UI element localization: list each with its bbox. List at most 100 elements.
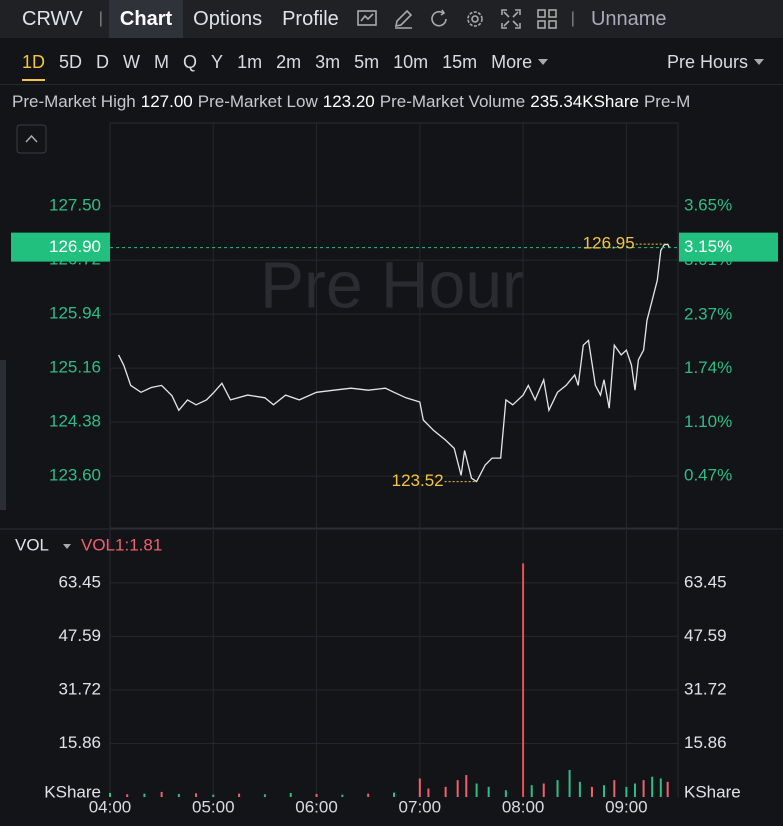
volume-bar [642,780,645,797]
collapse-icon [25,134,38,143]
volume-bar [625,786,628,797]
top-bar: CRWV | Chart Options Profile | Unname [0,0,783,38]
volume-bar [195,793,198,797]
volume-bar [238,793,241,797]
volume-bar [160,791,163,797]
volume-bar [109,792,111,797]
x-tick-label: 04:00 [89,797,132,816]
separator: | [98,10,103,27]
volume-bar [456,780,459,797]
volume-bar [177,793,180,797]
volume-bar [212,794,215,797]
last-price-box [11,232,110,262]
last-change-box [679,232,778,262]
period-button[interactable]: 1m [237,51,263,72]
volume-title: VOL [15,535,49,554]
period-button[interactable]: 2m [276,51,302,72]
user-name[interactable]: Unname [590,7,667,30]
period-button[interactable]: More [491,51,533,72]
period-button[interactable]: Y [211,51,224,72]
volume-bar [418,778,421,797]
volume-bar [633,783,636,797]
period-button[interactable]: Q [183,51,198,72]
volume-bar [522,563,525,797]
stat-value: 235.34KShare [530,92,639,111]
chart-icon[interactable] [356,8,378,30]
volume-bar [143,793,146,797]
period-button[interactable]: D [96,51,110,72]
separator: | [570,10,575,27]
arrow [754,59,764,65]
watermark: Pre Hour [260,247,524,321]
period-bar: 1D 5D D W M Q Y 1m 2m 3m 5m 10m 15m More Pre Hours [0,40,783,85]
collapse-button[interactable] [16,124,47,154]
volume-bar [465,775,468,797]
y-tick-label: 47.59 [58,626,101,645]
dropdown-arrow [63,544,71,549]
stat-label: Pre-Market High [12,92,136,111]
y-tick-label: 127.50 [49,196,101,215]
last-change-label: 3.15% [684,237,732,256]
price-line [118,243,670,483]
y-tick-label: 124.38 [49,412,101,431]
x-tick-label: 07:00 [399,797,442,816]
ticker: CRWV [22,7,83,30]
period-button[interactable]: 1D [22,52,46,81]
tab[interactable]: Profile [282,7,339,30]
volume-bar [542,783,545,797]
stat-label: Pre-Market Low [197,92,318,111]
y-tick-label: 123.60 [49,466,101,485]
side-handle[interactable] [0,360,6,510]
volume-bar [651,776,654,797]
volume-indicator: VOL1:1.81 [81,535,162,554]
session-select[interactable]: Pre Hours [667,51,749,72]
volume-bar [487,786,490,797]
volume-bar [289,792,292,797]
period-button[interactable]: 10m [393,51,429,72]
volume-bar [504,790,507,797]
stat-value: 127.00 [140,92,193,111]
period-button[interactable]: 15m [442,51,478,72]
y2-tick-label: 63.45 [684,572,727,591]
period-button[interactable]: M [154,51,170,72]
x-tick-label: 06:00 [295,797,338,816]
annotation-label: 123.52 [392,471,444,490]
volume-bar [444,786,447,797]
volume-bar [659,778,662,797]
volume-bar [475,783,478,797]
x-tick-label: 05:00 [192,797,235,816]
y2-tick-label: 15.86 [684,733,727,752]
y-tick-label: KShare [44,782,101,801]
last-price-label: 126.90 [49,237,101,256]
draw-icon[interactable] [392,8,414,30]
volume-bar [590,786,593,797]
layout-icon[interactable] [536,8,558,30]
volume-bar [602,785,605,797]
fullscreen-icon[interactable] [500,8,522,30]
y2-tick-label: 31.72 [684,679,727,698]
tab[interactable]: Chart [108,0,184,38]
y-tick-label: 125.16 [49,358,101,377]
volume-bar [315,793,318,797]
period-button[interactable]: 5D [59,51,83,72]
period-button[interactable]: 5m [354,51,380,72]
settings-icon[interactable] [464,8,486,30]
stat-label: Pre-Market Volume [379,92,526,111]
refresh-icon[interactable] [428,8,450,30]
volume-bar [556,780,559,797]
volume-bar [126,794,129,797]
y-tick-label: 15.86 [58,733,101,752]
volume-bar [613,780,616,797]
volume-bar [578,781,581,797]
y2-tick-label: 2.37% [684,304,732,323]
tab[interactable]: Options [193,7,263,30]
volume-bar [568,769,571,797]
period-button[interactable]: W [123,51,141,72]
dropdown-arrow [538,59,549,65]
stats-bar: Pre-Market High 127.00 Pre-Market Low 123.2… [12,92,783,116]
y-tick-label: 63.45 [58,572,101,591]
period-button[interactable]: 3m [315,51,341,72]
y2-tick-label: 1.10% [684,412,732,431]
